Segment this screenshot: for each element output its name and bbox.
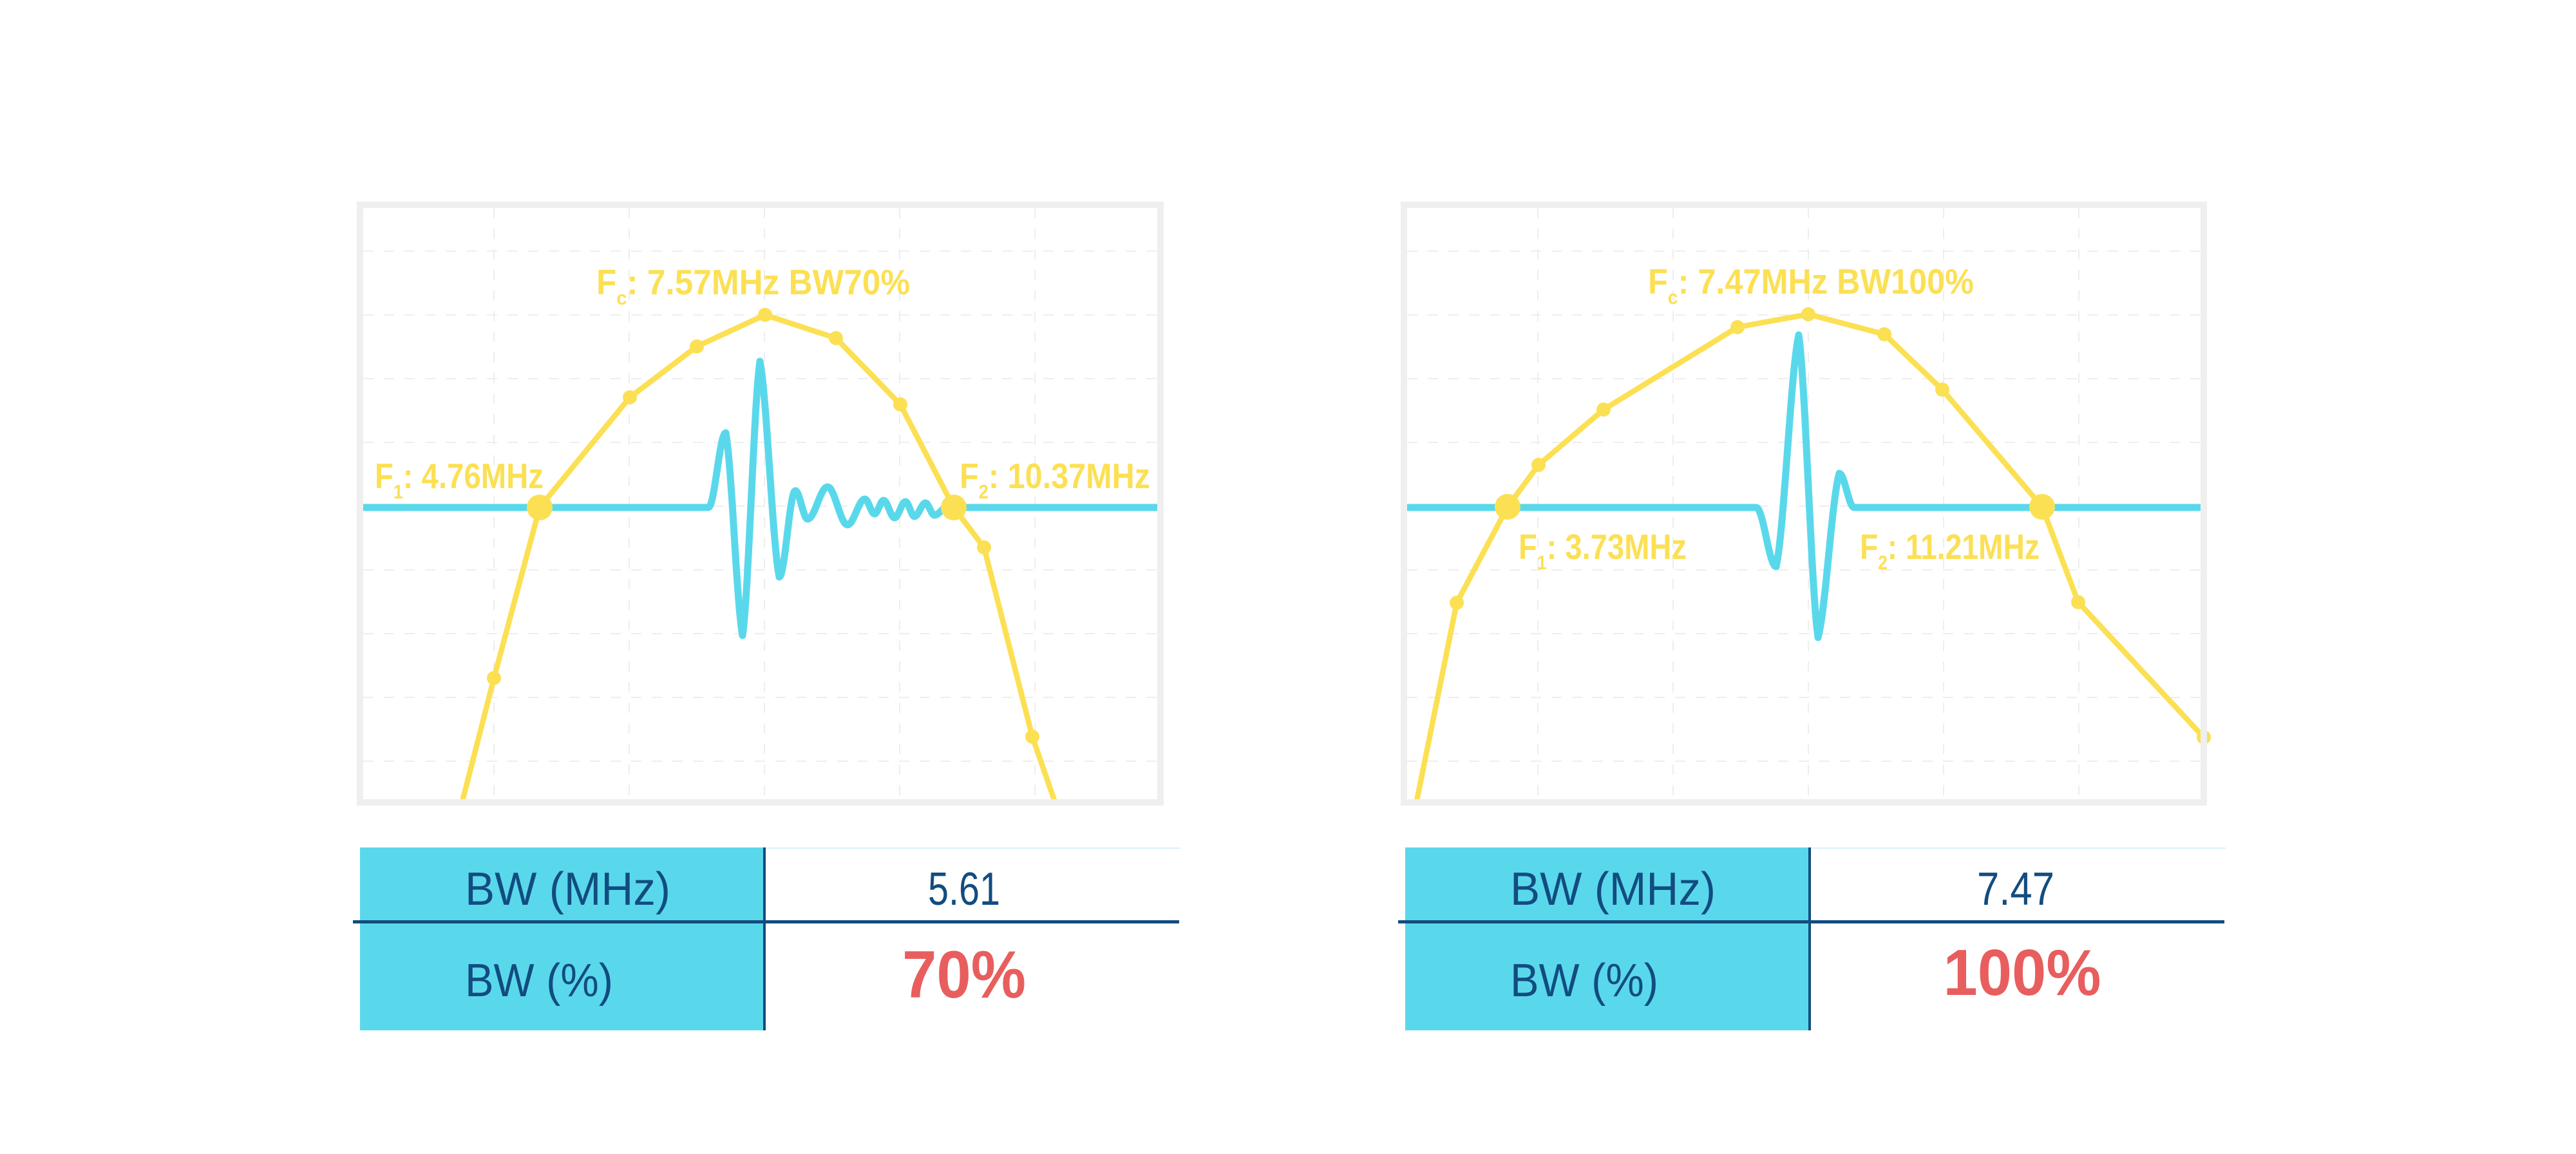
svg-text:7.47: 7.47 — [1977, 864, 2054, 915]
svg-text:Fc: 7.57MHz BW70%: Fc: 7.57MHz BW70% — [596, 262, 910, 309]
svg-text:5.61: 5.61 — [928, 864, 1000, 915]
svg-text:Fc: 7.47MHz BW100%: Fc: 7.47MHz BW100% — [1648, 261, 1974, 308]
svg-text:70%: 70% — [902, 938, 1026, 1012]
svg-text:BW (%): BW (%) — [1510, 955, 1658, 1007]
svg-text:F2: 10.37MHz: F2: 10.37MHz — [960, 456, 1150, 503]
svg-text:F1: 4.76MHz: F1: 4.76MHz — [375, 456, 544, 503]
svg-text:F2: 11.21MHz: F2: 11.21MHz — [1860, 527, 2040, 574]
svg-text:100%: 100% — [1944, 937, 2101, 1009]
svg-text:BW (MHz): BW (MHz) — [1510, 864, 1716, 915]
svg-text:BW (%): BW (%) — [465, 955, 613, 1007]
svg-text:F1: 3.73MHz: F1: 3.73MHz — [1519, 527, 1687, 574]
svg-text:BW (MHz): BW (MHz) — [465, 864, 670, 915]
